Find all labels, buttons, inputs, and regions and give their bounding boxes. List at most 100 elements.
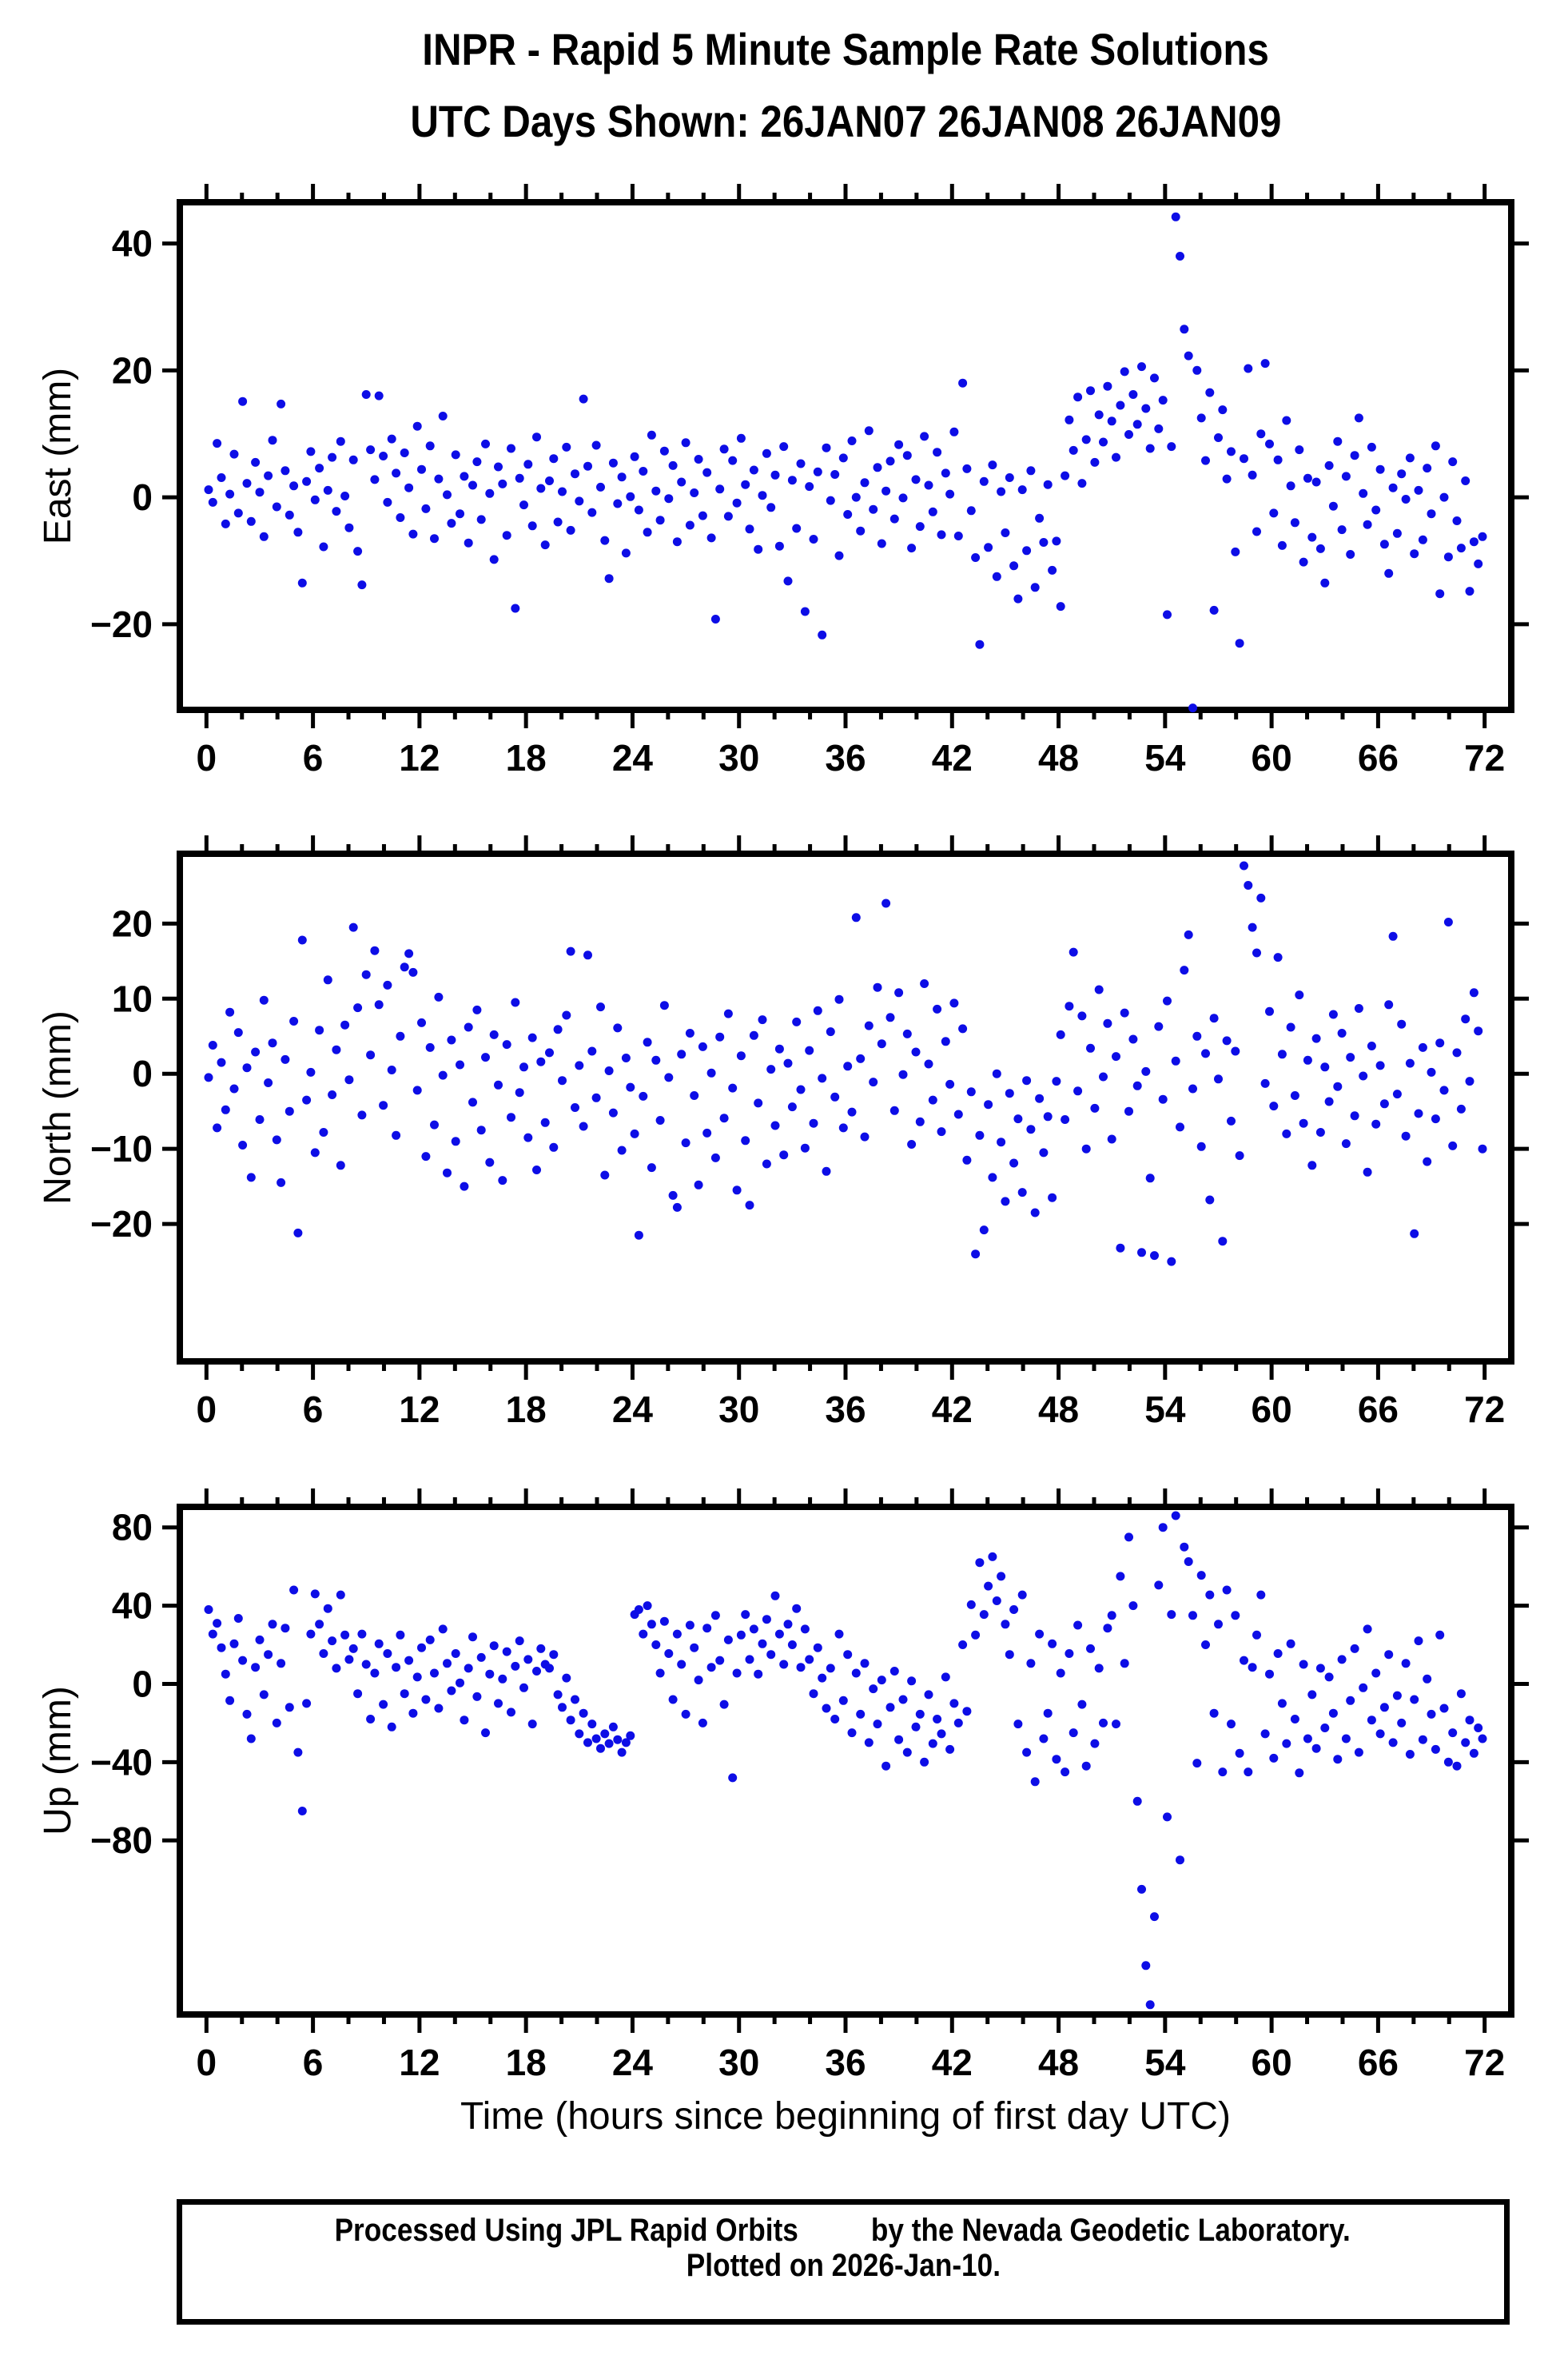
scatter-point — [1418, 535, 1427, 544]
scatter-point — [1048, 565, 1057, 575]
scatter-point — [545, 1664, 554, 1673]
up-panel: −80 −40 0 40 80 0 6 12 18 24 30 36 42 48 54 60 66 72 Up (m… — [37, 1488, 1529, 2083]
scatter-point — [1456, 544, 1466, 553]
scatter-point — [1196, 1142, 1206, 1151]
x-tick-label: 0 — [197, 1389, 217, 1430]
scatter-point — [928, 507, 937, 516]
scatter-point — [1273, 455, 1283, 464]
scatter-point — [583, 1738, 592, 1747]
scatter-point — [1116, 1572, 1125, 1581]
scatter-point — [1375, 1061, 1385, 1070]
scatter-point — [1286, 1639, 1295, 1648]
scatter-point — [779, 442, 789, 452]
scatter-point — [1465, 1077, 1474, 1086]
scatter-point — [404, 1656, 414, 1665]
scatter-point — [489, 1641, 499, 1651]
scatter-point — [953, 1718, 963, 1727]
scatter-point — [1303, 1055, 1312, 1065]
scatter-point — [434, 1704, 444, 1713]
x-tick-label: 30 — [718, 737, 759, 779]
scatter-point — [1448, 1728, 1458, 1738]
scatter-point — [221, 1105, 230, 1114]
scatter-point — [710, 1153, 720, 1162]
scatter-point — [412, 1086, 422, 1095]
scatter-point — [1180, 1542, 1189, 1552]
scatter-point — [370, 946, 380, 955]
scatter-point — [924, 480, 933, 490]
scatter-point — [1350, 451, 1359, 460]
scatter-point — [285, 1106, 294, 1116]
scatter-point — [933, 1004, 942, 1014]
scatter-point — [1086, 1043, 1095, 1053]
scatter-point — [310, 1148, 320, 1158]
scatter-point — [898, 1695, 908, 1704]
scatter-point — [647, 1620, 656, 1629]
scatter-point — [553, 1690, 563, 1700]
scatter-point — [1410, 1695, 1419, 1704]
scatter-point — [293, 528, 303, 537]
scatter-point — [979, 1225, 989, 1235]
scatter-point — [1269, 1102, 1279, 1111]
scatter-point — [822, 1704, 831, 1713]
scatter-point — [464, 538, 473, 548]
scatter-point — [251, 1047, 261, 1057]
scatter-point — [1248, 470, 1257, 480]
credit-line-1: Processed Using JPL Rapid Orbits — [334, 2213, 798, 2248]
scatter-point — [758, 1639, 767, 1648]
scatter-point — [438, 1070, 448, 1080]
scatter-point — [1414, 1109, 1423, 1118]
scatter-point — [826, 1664, 835, 1673]
scatter-point — [421, 1695, 431, 1704]
scatter-point — [527, 521, 537, 531]
scatter-point — [694, 1676, 703, 1685]
scatter-point — [1384, 568, 1394, 578]
scatter-point — [1367, 1715, 1376, 1725]
scatter-point — [1337, 525, 1347, 535]
scatter-point — [1461, 1014, 1470, 1024]
scatter-point — [208, 1041, 217, 1050]
scatter-point — [736, 1051, 746, 1061]
scatter-point — [1379, 540, 1389, 549]
scatter-point — [255, 1635, 265, 1644]
x-tick-label: 30 — [718, 1389, 759, 1430]
scatter-point — [451, 1649, 460, 1658]
scatter-point — [562, 442, 571, 452]
scatter-point — [698, 1042, 707, 1051]
scatter-point — [826, 496, 835, 505]
scatter-point — [894, 1735, 904, 1744]
scatter-point — [1103, 1018, 1112, 1028]
scatter-point — [877, 1676, 886, 1685]
scatter-point — [233, 1614, 243, 1623]
scatter-point — [1073, 1086, 1083, 1096]
scatter-point — [1073, 1620, 1083, 1630]
scatter-point — [1346, 1053, 1355, 1062]
scatter-point — [988, 460, 997, 470]
scatter-point — [400, 962, 409, 972]
scatter-point — [443, 1168, 452, 1178]
x-tick-label: 42 — [932, 1389, 973, 1430]
scatter-point — [1112, 1052, 1120, 1062]
scatter-point — [1069, 445, 1078, 455]
scatter-point — [681, 1138, 690, 1148]
scatter-point — [1081, 1144, 1091, 1154]
x-tick-label: 42 — [932, 737, 973, 779]
scatter-point — [1039, 1148, 1049, 1158]
scatter-point — [749, 465, 758, 475]
scatter-point — [1469, 537, 1478, 547]
scatter-point — [898, 493, 908, 503]
scatter-point — [396, 513, 405, 522]
scatter-point — [664, 494, 674, 504]
scatter-point — [715, 484, 725, 494]
scatter-point — [1405, 1058, 1415, 1068]
scatter-point — [1056, 1030, 1065, 1039]
scatter-point — [1311, 1034, 1321, 1043]
scatter-point — [323, 1604, 332, 1613]
scatter-point — [933, 448, 942, 457]
scatter-point — [233, 1028, 243, 1038]
scatter-point — [1286, 1022, 1295, 1032]
y-tick-label: 20 — [112, 349, 153, 391]
scatter-point — [251, 457, 261, 467]
scatter-point — [447, 519, 456, 528]
x-tick-label: 24 — [612, 2042, 654, 2083]
x-tick-label: 0 — [197, 737, 217, 779]
